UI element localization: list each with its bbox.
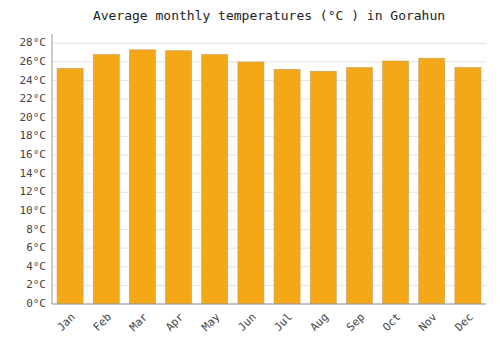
bar [129, 50, 155, 304]
y-tick-label: 4°C [26, 260, 46, 273]
x-tick-label: Mar [127, 310, 151, 334]
y-tick-label: 0°C [26, 297, 46, 310]
x-tick-label: May [199, 310, 223, 334]
chart-svg: 0°C 2°C 4°C 6°C 8°C 10°C 12°C 14°C 16°C 18°C 20°C 2… [0, 0, 500, 350]
bar [383, 61, 409, 304]
y-tick-label: 24°C [20, 74, 47, 87]
y-tick-label: 2°C [26, 278, 46, 291]
bar [274, 69, 300, 304]
grid-line [52, 304, 486, 305]
bar [238, 62, 264, 304]
grid [52, 43, 486, 304]
x-tick-label: Jul [272, 311, 295, 334]
x-tick-label: Jan [55, 311, 78, 334]
y-tick-label: 10°C [20, 204, 47, 217]
x-axis-line [52, 304, 486, 305]
y-tick-label: 16°C [20, 148, 47, 161]
x-tick-label: Feb [91, 311, 114, 334]
bar [310, 71, 336, 304]
y-tick-label: 6°C [26, 241, 46, 254]
y-tick-label: 8°C [26, 223, 46, 236]
x-tick-label: Oct [380, 311, 403, 334]
y-tick-label: 20°C [20, 111, 47, 124]
x-tick-label: Dec [452, 311, 475, 334]
x-tick-label: Nov [416, 310, 440, 334]
x-tick-label: Apr [163, 310, 187, 334]
bar [346, 68, 372, 304]
y-tick-label: 22°C [20, 92, 47, 105]
y-axis-line [52, 34, 53, 304]
y-tick-label: 12°C [20, 185, 47, 198]
bar [166, 51, 192, 304]
x-tick-label: Aug [308, 311, 331, 334]
bar [455, 68, 481, 304]
y-tick-label: 28°C [20, 36, 47, 49]
bars [57, 50, 481, 304]
chart-container: 0°C 2°C 4°C 6°C 8°C 10°C 12°C 14°C 16°C 18°C 20°C 2… [0, 0, 500, 350]
bar [202, 54, 228, 304]
bar [419, 58, 445, 304]
title: Average monthly temperatures (°C ) in Go… [93, 8, 445, 23]
x-tick-label: Sep [344, 311, 367, 334]
y-tick-label: 18°C [20, 129, 47, 142]
y-tick-label: 26°C [20, 55, 47, 68]
bar [57, 68, 83, 304]
x-tick-label: Jun [235, 311, 258, 334]
y-tick-label: 14°C [20, 167, 47, 180]
bar [93, 54, 119, 304]
grid-line [52, 43, 486, 44]
